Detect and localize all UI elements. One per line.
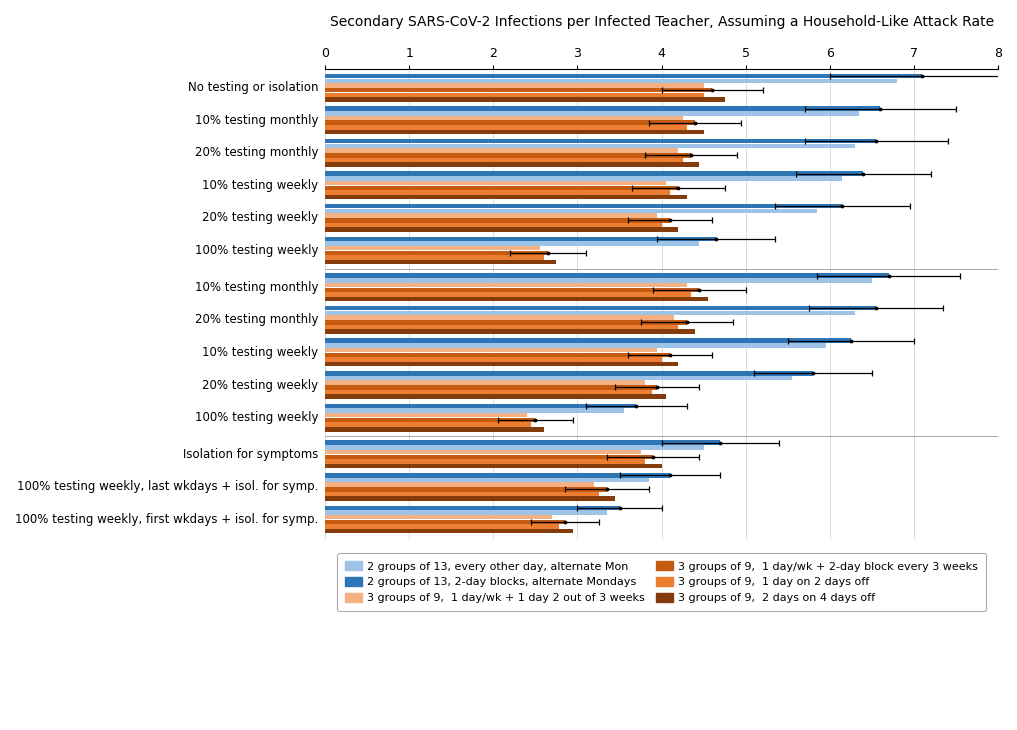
Bar [325,413,527,418]
Bar [325,311,855,315]
Legend: 2 groups of 13, every other day, alternate Mon, 2 groups of 13, 2-day blocks, al: 2 groups of 13, every other day, alterna… [338,553,985,611]
Bar [325,288,700,292]
Bar [325,418,535,422]
Bar [325,185,678,190]
Bar [325,74,922,78]
Bar [325,218,670,223]
Bar [325,371,813,375]
Bar [325,158,682,162]
Bar [325,515,552,520]
Bar [325,241,700,246]
Bar [325,427,544,431]
Bar [325,228,678,232]
Bar [325,107,881,111]
Bar [325,380,645,385]
Bar [325,487,607,491]
Bar [325,445,704,450]
Bar [325,274,889,278]
Bar [325,88,712,93]
Bar [325,385,657,390]
Bar [325,450,641,454]
Bar [325,473,670,477]
Bar [325,423,531,427]
Bar [325,477,649,483]
Bar [325,125,686,130]
Bar [325,213,657,218]
Bar [325,496,615,501]
Bar [325,278,872,283]
Bar [325,260,556,264]
Bar [325,353,670,357]
Bar [325,204,842,209]
Bar [325,223,662,227]
Bar [325,297,708,301]
Bar [325,292,691,296]
Bar [325,357,662,362]
Bar [325,120,696,125]
Bar [325,97,725,101]
Bar [325,139,876,143]
Bar [325,130,704,134]
Bar [325,376,792,380]
Bar [325,246,540,250]
Bar [325,348,657,353]
Bar [325,320,686,325]
Bar [325,162,700,167]
Bar [325,440,720,445]
Bar [325,506,619,510]
Bar [325,390,652,394]
Bar [325,455,653,459]
Bar [325,329,696,334]
Title: Secondary SARS-CoV-2 Infections per Infected Teacher, Assuming a Household-Like : Secondary SARS-CoV-2 Infections per Infe… [330,15,994,29]
Bar [325,339,851,343]
Bar [325,315,674,320]
Bar [325,483,594,487]
Bar [325,524,559,529]
Bar [325,394,666,399]
Bar [325,306,876,310]
Bar [325,250,548,255]
Bar [325,464,662,469]
Bar [325,181,666,185]
Bar [325,144,855,148]
Bar [325,153,691,158]
Bar [325,237,716,241]
Bar [325,255,544,260]
Bar [325,111,859,115]
Bar [325,325,678,329]
Bar [325,191,670,195]
Bar [325,529,574,534]
Bar [325,343,826,347]
Bar [325,93,704,97]
Bar [325,176,842,180]
Bar [325,510,607,515]
Bar [325,116,682,120]
Bar [325,459,645,464]
Bar [325,79,897,83]
Bar [325,283,686,288]
Bar [325,148,678,153]
Bar [325,404,637,408]
Bar [325,195,686,199]
Bar [325,520,564,524]
Bar [325,172,863,176]
Bar [325,209,818,213]
Bar [325,492,599,496]
Bar [325,362,678,366]
Bar [325,83,704,88]
Bar [325,408,623,412]
